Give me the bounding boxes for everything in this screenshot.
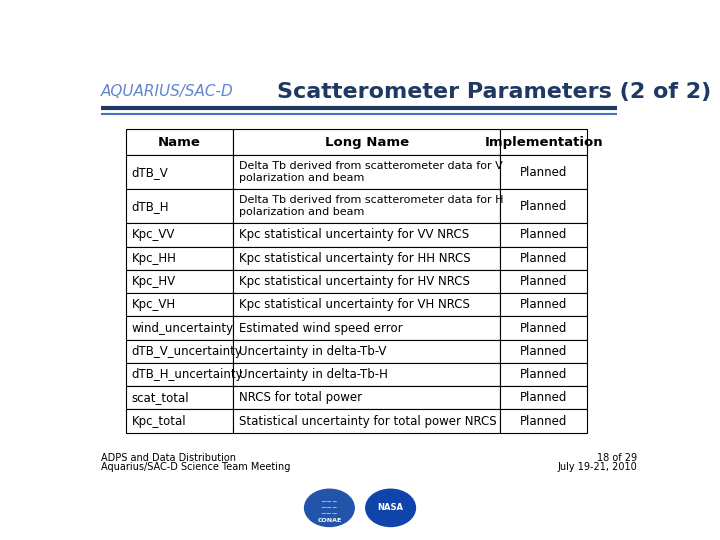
Bar [126, 155, 233, 189]
Bar [233, 270, 500, 293]
Text: Implementation: Implementation [485, 136, 603, 148]
Bar [500, 189, 588, 223]
Bar [233, 129, 500, 155]
Bar [500, 129, 588, 155]
Bar [500, 340, 588, 363]
Bar [126, 246, 233, 270]
Text: ADPS and Data Distribution: ADPS and Data Distribution [101, 453, 236, 463]
Text: scat_total: scat_total [132, 392, 189, 404]
Text: Planned: Planned [520, 368, 567, 381]
Bar [500, 316, 588, 340]
Bar [233, 189, 500, 223]
Circle shape [366, 489, 415, 526]
Text: NASA: NASA [377, 503, 404, 512]
Text: Scatterometer Parameters (2 of 2): Scatterometer Parameters (2 of 2) [277, 82, 711, 102]
Text: Planned: Planned [520, 345, 567, 358]
Text: Statistical uncertainty for total power NRCS: Statistical uncertainty for total power … [238, 415, 496, 428]
Text: Planned: Planned [520, 166, 567, 179]
Text: Kpc_VH: Kpc_VH [132, 298, 176, 311]
Bar [233, 363, 500, 386]
Bar [500, 363, 588, 386]
Text: Planned: Planned [520, 415, 567, 428]
Text: Planned: Planned [520, 228, 567, 241]
Bar [233, 316, 500, 340]
Text: 18 of 29: 18 of 29 [597, 453, 637, 463]
Bar [126, 270, 233, 293]
Text: Kpc statistical uncertainty for HV NRCS: Kpc statistical uncertainty for HV NRCS [238, 275, 469, 288]
Bar [500, 409, 588, 433]
Text: Uncertainty in delta-Tb-H: Uncertainty in delta-Tb-H [238, 368, 387, 381]
Text: ~~~: ~~~ [320, 505, 338, 511]
Circle shape [305, 489, 354, 526]
Bar [500, 155, 588, 189]
Text: AQUARIUS/SAC-D: AQUARIUS/SAC-D [101, 84, 234, 99]
Bar [500, 270, 588, 293]
Text: Kpc statistical uncertainty for VV NRCS: Kpc statistical uncertainty for VV NRCS [238, 228, 469, 241]
Bar [126, 316, 233, 340]
Text: Delta Tb derived from scatterometer data for H
polarization and beam: Delta Tb derived from scatterometer data… [238, 195, 503, 217]
Bar [126, 189, 233, 223]
Bar [126, 409, 233, 433]
Text: NRCS for total power: NRCS for total power [238, 392, 361, 404]
Text: Name: Name [158, 136, 201, 148]
Bar [233, 293, 500, 316]
Text: Planned: Planned [520, 275, 567, 288]
Bar [126, 363, 233, 386]
Bar [233, 340, 500, 363]
Text: wind_uncertainty: wind_uncertainty [132, 321, 234, 334]
Text: dTB_V_uncertainty: dTB_V_uncertainty [132, 345, 243, 358]
Text: July 19-21, 2010: July 19-21, 2010 [557, 462, 637, 472]
Text: Kpc_total: Kpc_total [132, 415, 186, 428]
Text: Aquarius/SAC-D Science Team Meeting: Aquarius/SAC-D Science Team Meeting [101, 462, 291, 472]
Text: Kpc statistical uncertainty for HH NRCS: Kpc statistical uncertainty for HH NRCS [238, 252, 470, 265]
Text: dTB_H_uncertainty: dTB_H_uncertainty [132, 368, 243, 381]
Bar [126, 223, 233, 246]
Text: Planned: Planned [520, 200, 567, 213]
Text: Planned: Planned [520, 298, 567, 311]
Text: Kpc statistical uncertainty for VH NRCS: Kpc statistical uncertainty for VH NRCS [238, 298, 469, 311]
Bar [233, 246, 500, 270]
Text: dTB_H: dTB_H [132, 200, 169, 213]
Bar [233, 409, 500, 433]
Text: Planned: Planned [520, 321, 567, 334]
Text: Delta Tb derived from scatterometer data for V
polarization and beam: Delta Tb derived from scatterometer data… [238, 161, 503, 183]
Text: Kpc_HH: Kpc_HH [132, 252, 176, 265]
Text: Uncertainty in delta-Tb-V: Uncertainty in delta-Tb-V [238, 345, 386, 358]
Bar [233, 223, 500, 246]
Bar [126, 340, 233, 363]
Bar [500, 246, 588, 270]
Text: Long Name: Long Name [325, 136, 409, 148]
Bar [500, 386, 588, 409]
Bar [126, 129, 233, 155]
Text: Planned: Planned [520, 392, 567, 404]
Bar [126, 386, 233, 409]
Text: Kpc_HV: Kpc_HV [132, 275, 176, 288]
Bar [500, 223, 588, 246]
Text: ~~~: ~~~ [320, 499, 338, 505]
Bar [233, 155, 500, 189]
Text: dTB_V: dTB_V [132, 166, 168, 179]
Text: CONAE: CONAE [318, 518, 341, 523]
Text: Kpc_VV: Kpc_VV [132, 228, 175, 241]
Bar [126, 293, 233, 316]
Text: Planned: Planned [520, 252, 567, 265]
Bar [500, 293, 588, 316]
Text: Estimated wind speed error: Estimated wind speed error [238, 321, 402, 334]
Text: ~~~: ~~~ [320, 511, 338, 517]
Bar [233, 386, 500, 409]
